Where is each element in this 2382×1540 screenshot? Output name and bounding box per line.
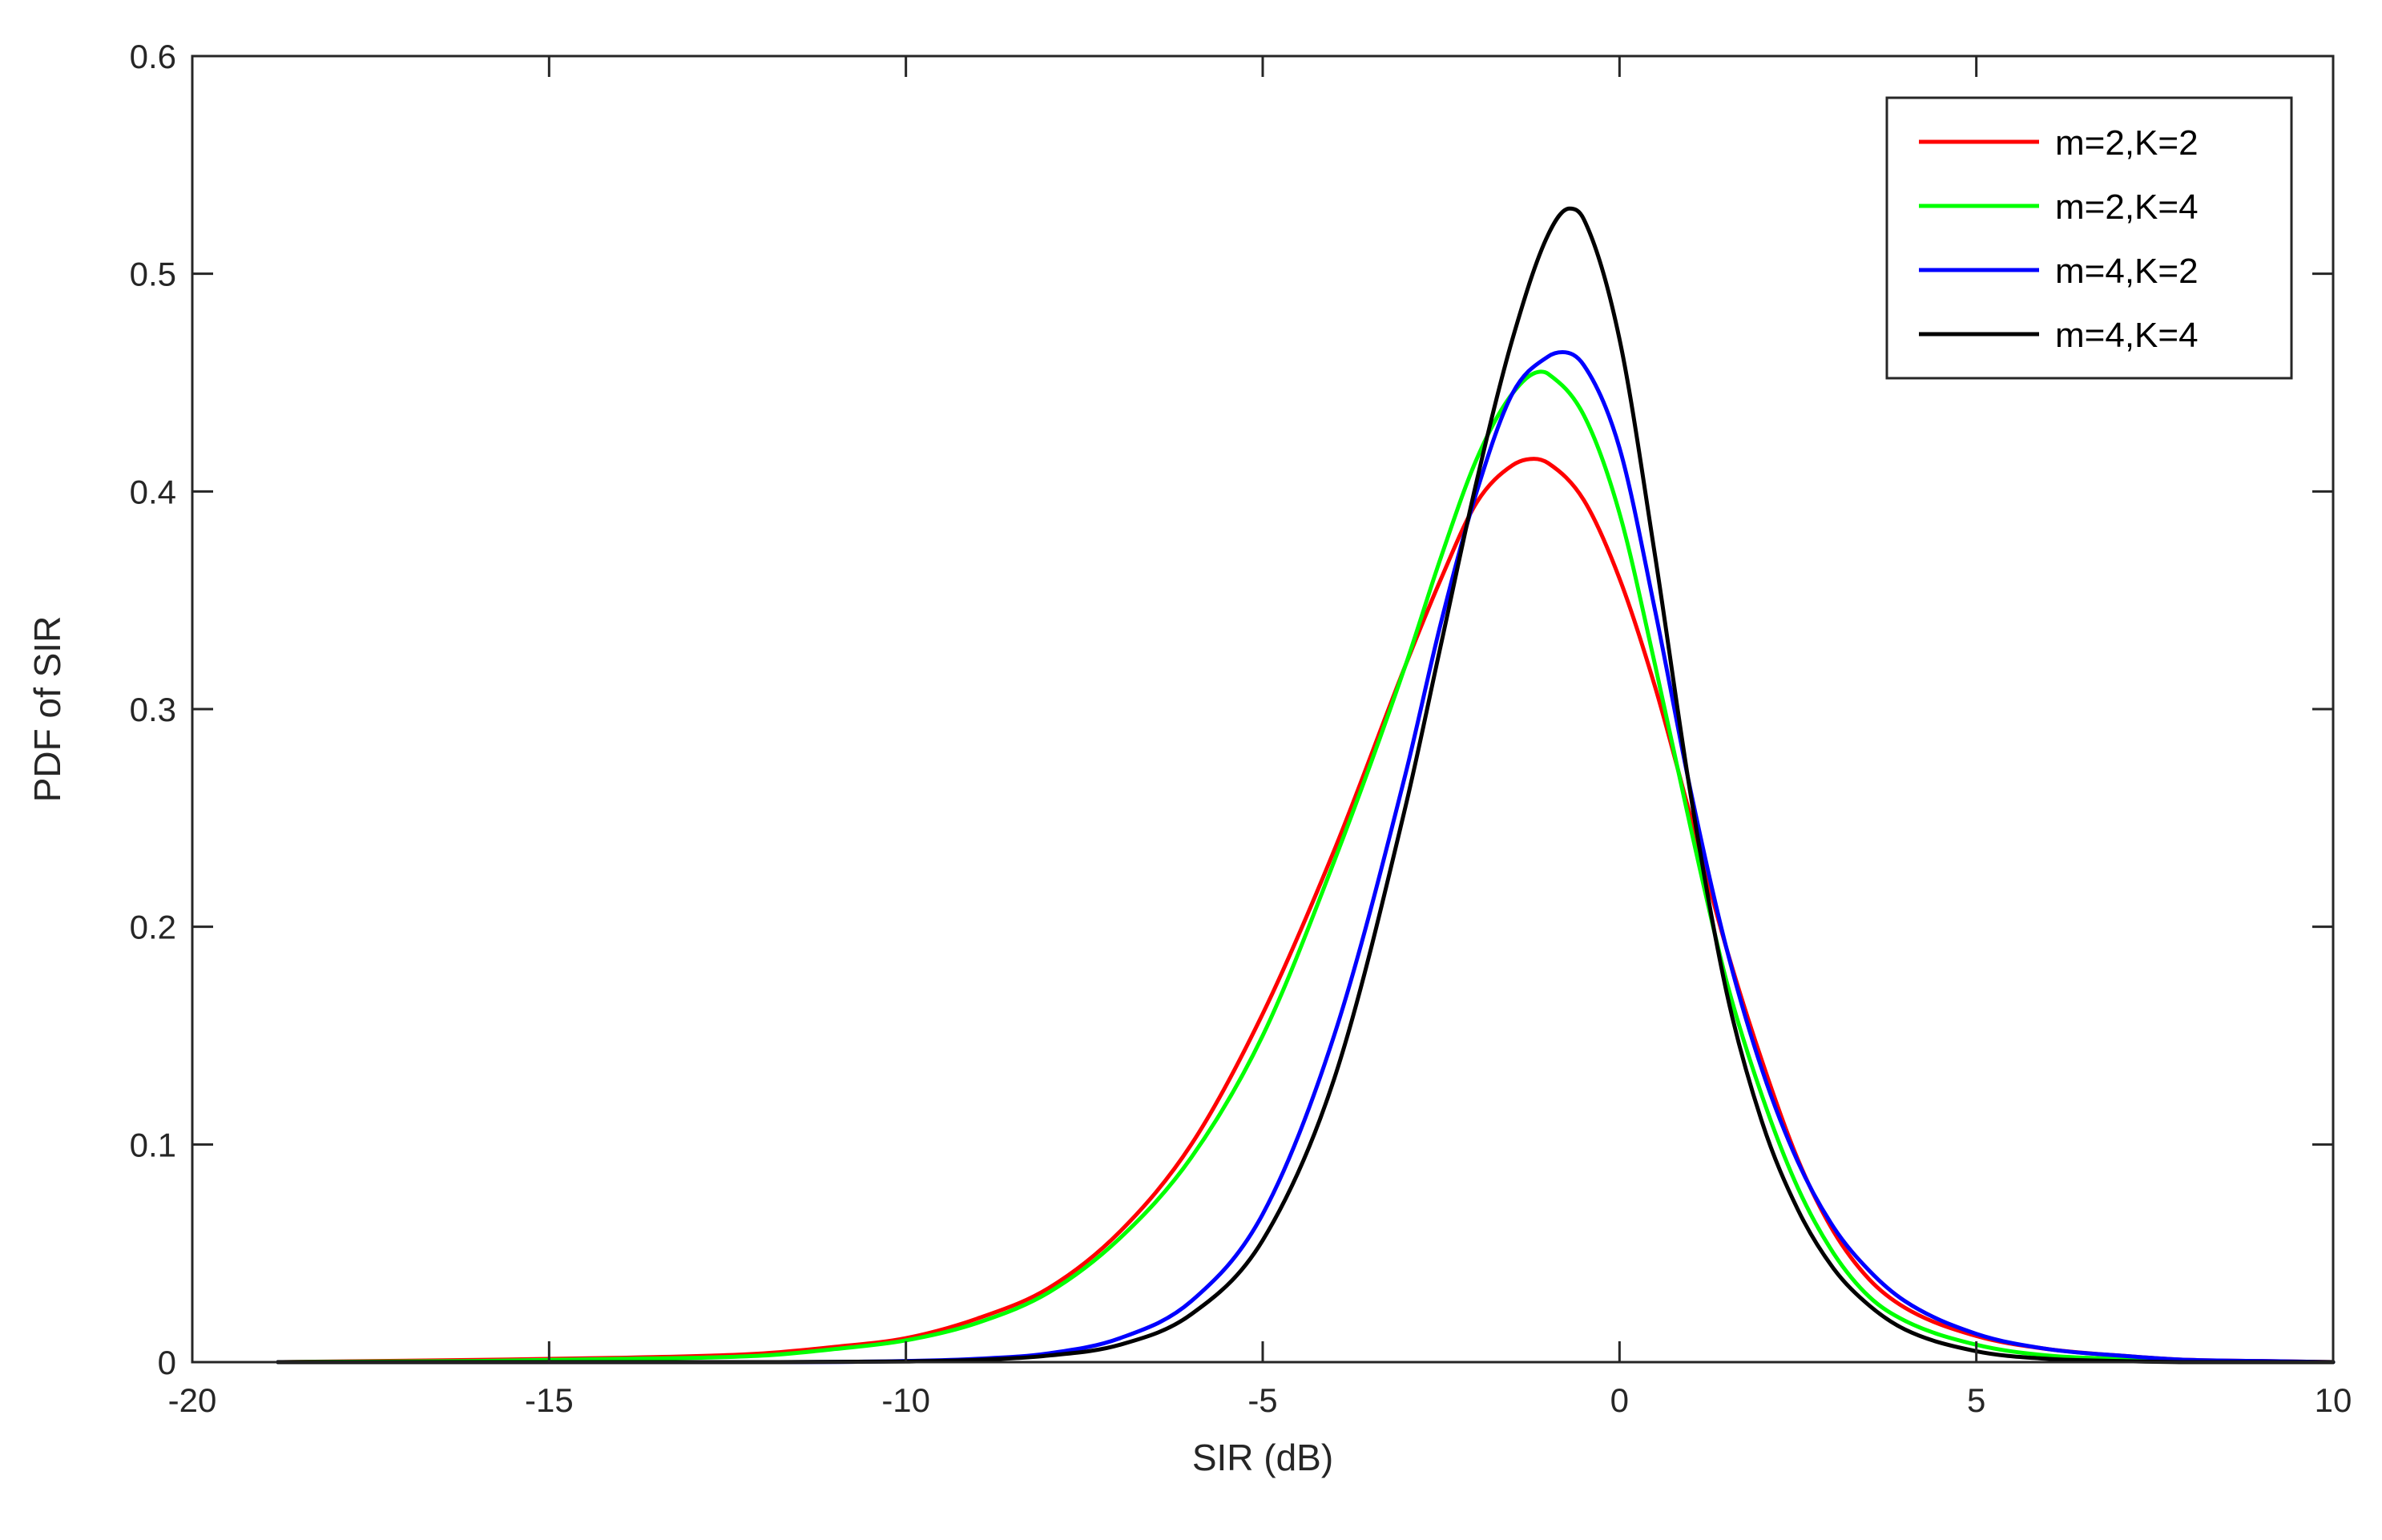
legend-entry-label: m=2,K=2 [2055,123,2199,163]
legend: m=2,K=2 m=2,K=4 m=4,K=2 m=4,K=4 [1885,96,2293,380]
x-tick-label: -5 [1247,1381,1277,1419]
y-tick-label: 0.3 [130,691,176,728]
series-line-m-4-k-4 [276,206,2336,1365]
y-tick-label: 0.4 [130,473,176,510]
series-line-m-2-k-2 [276,457,2336,1365]
y-tick-label: 0.2 [130,909,176,946]
y-axis-label: PDF of SIR [26,616,68,803]
legend-entry-label: m=2,K=4 [2055,187,2199,227]
y-tick-label: 0.1 [130,1126,176,1163]
x-tick-label: 5 [1967,1381,1985,1419]
x-tick-label: -10 [881,1381,930,1419]
x-axis-label: SIR (dB) [1192,1437,1333,1478]
series-lines [276,206,2336,1365]
x-tick-label: 0 [1610,1381,1629,1419]
x-tick-label: -15 [525,1381,574,1419]
plot-area [191,54,2336,1365]
x-tick-label: 10 [2315,1381,2352,1419]
y-tick-label: 0 [158,1344,176,1381]
y-tick-label: 0.5 [130,256,176,293]
legend-box [1885,96,2293,380]
legend-entry-label: m=4,K=4 [2055,316,2199,355]
series-line-m-2-k-4 [276,369,2336,1365]
legend-entry-label: m=4,K=2 [2055,252,2199,291]
axis-ticks [191,54,2335,1364]
tick-labels: -20 -15 -10 -5 0 5 10 0 0.1 0.2 0.3 0.4 0.5 0.6 [130,38,2352,1419]
x-tick-label: -20 [168,1381,217,1419]
y-tick-label: 0.6 [130,38,176,75]
